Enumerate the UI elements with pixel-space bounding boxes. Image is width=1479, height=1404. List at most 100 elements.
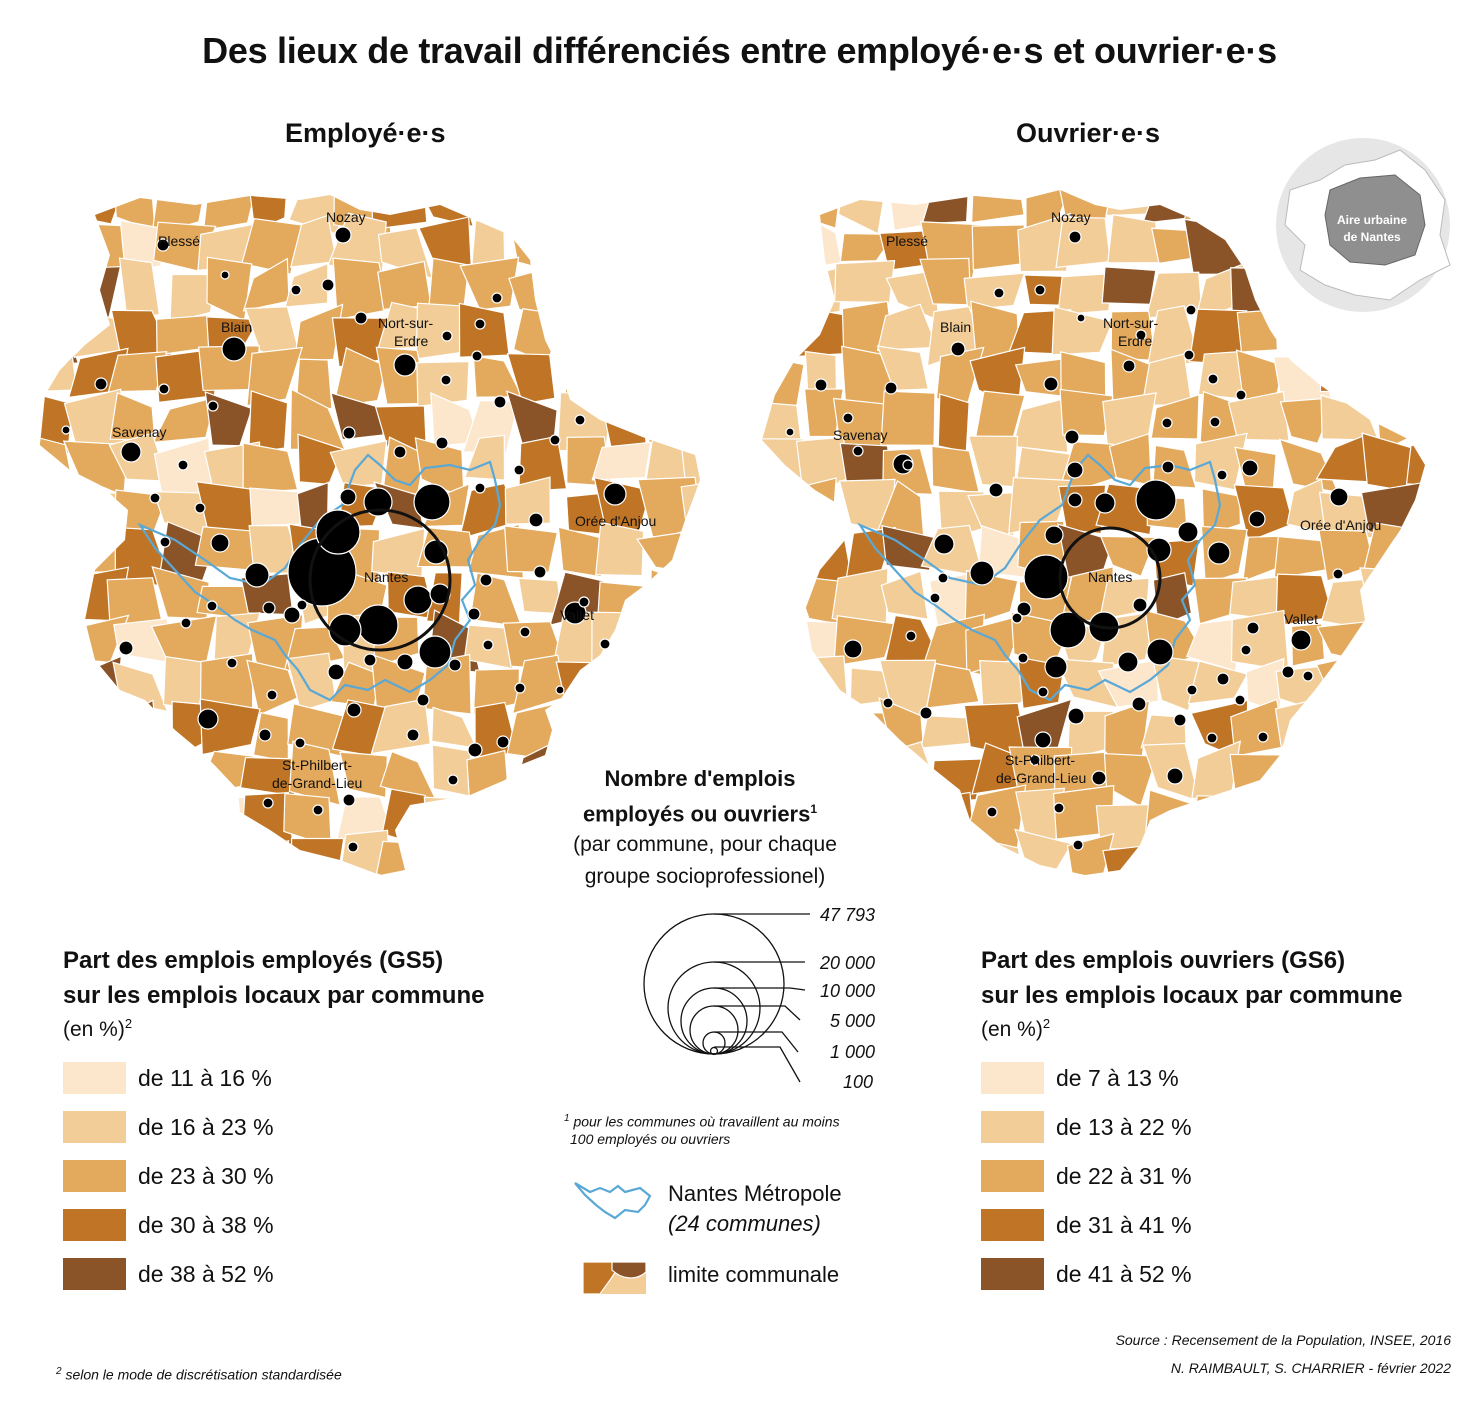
commune — [1315, 433, 1371, 483]
employment-symbol — [1029, 754, 1041, 766]
commune — [762, 260, 807, 321]
legend-right-title-2: sur les emplois locaux par commune — [981, 982, 1403, 1009]
commune — [696, 403, 700, 454]
size-legend-sub-1: (par commune, pour chaque — [573, 833, 837, 856]
commune — [72, 833, 111, 875]
commune — [1150, 393, 1200, 440]
employment-symbol — [1064, 429, 1080, 445]
commune — [506, 353, 556, 405]
nantes-ring — [308, 508, 452, 652]
commune — [1192, 795, 1249, 847]
employment-symbol — [1037, 686, 1049, 698]
legend-left-label-1: de 11 à 16 % — [138, 1065, 272, 1091]
employment-symbol — [993, 287, 1005, 299]
commune — [1410, 744, 1425, 802]
legend-right-label-4: de 31 à 41 % — [1056, 1212, 1192, 1238]
commune — [970, 190, 1025, 224]
commune — [603, 195, 656, 229]
commune — [1196, 886, 1249, 921]
legend-right-swatch-3 — [981, 1160, 1044, 1192]
employment-symbol — [937, 572, 949, 584]
employment-symbol — [1290, 629, 1312, 651]
employment-symbol — [1067, 707, 1085, 725]
employment-symbol — [418, 635, 452, 669]
commune — [1011, 398, 1069, 454]
commune — [797, 655, 849, 710]
employment-symbol — [988, 482, 1004, 498]
employment-symbol — [156, 238, 170, 252]
commune — [112, 661, 169, 713]
label-nantes: Nantes — [364, 569, 408, 585]
commune — [1335, 741, 1383, 797]
commune — [503, 525, 559, 573]
inset-label-1: Aire urbaine — [1337, 213, 1407, 227]
commune — [891, 885, 932, 937]
commune — [1373, 626, 1425, 675]
employment-symbol — [471, 350, 483, 362]
commune — [458, 302, 510, 358]
employment-symbol — [1135, 329, 1147, 341]
employment-symbol — [1068, 230, 1082, 244]
label-vallet: Vallet — [560, 607, 594, 623]
commune — [1359, 567, 1417, 628]
commune — [678, 568, 700, 632]
commune — [291, 876, 336, 933]
commune — [1274, 697, 1330, 747]
commune — [1141, 190, 1207, 224]
employment-symbol — [1043, 376, 1059, 392]
commune — [762, 355, 805, 412]
commune — [40, 477, 74, 538]
commune — [107, 886, 168, 938]
legend-right-label-1: de 7 à 13 % — [1056, 1065, 1179, 1091]
commune — [1316, 619, 1382, 664]
employment-symbol — [283, 606, 301, 624]
commune — [377, 260, 432, 311]
employment-symbol — [513, 464, 525, 476]
label-vallet-r: Vallet — [1284, 611, 1318, 627]
legend-left-swatch-2 — [63, 1111, 126, 1143]
commune — [40, 833, 83, 875]
metro-legend-icon — [574, 1182, 652, 1220]
commune — [931, 791, 976, 851]
commune — [634, 195, 683, 226]
label-nantes-r: Nantes — [1088, 569, 1132, 585]
commune — [880, 390, 936, 446]
label-savenay-r: Savenay — [833, 427, 887, 443]
commune — [27, 878, 80, 937]
commune — [641, 231, 696, 276]
employment-symbol — [321, 278, 335, 292]
metro-legend-sub: (24 communes) — [668, 1211, 821, 1236]
employment-symbol — [1017, 652, 1029, 664]
employment-symbol — [406, 728, 420, 742]
commune — [332, 878, 388, 931]
employment-symbol — [969, 560, 995, 586]
label-stphil-1: St-Philbert- — [282, 757, 352, 773]
employment-symbol — [563, 601, 587, 625]
commune — [1412, 310, 1425, 365]
commune — [119, 844, 155, 875]
commune — [1230, 802, 1285, 845]
commune — [249, 487, 305, 527]
legend-right-swatch-2 — [981, 1111, 1044, 1143]
commune — [1102, 844, 1161, 875]
employment-symbol — [842, 412, 854, 424]
label-stphil-2-r: de-Grand-Lieu — [996, 770, 1086, 786]
commune — [206, 256, 253, 322]
commune — [1242, 877, 1285, 923]
commune — [66, 709, 130, 763]
commune — [1367, 652, 1425, 715]
commune — [202, 880, 261, 937]
commune — [504, 476, 551, 525]
commune — [40, 608, 74, 663]
source: Source : Recensement de la Population, I… — [1115, 1332, 1451, 1348]
commune — [1235, 190, 1283, 233]
commune — [924, 839, 971, 875]
employment-symbol — [1207, 541, 1231, 565]
size-legend-sub-2: groupe socioprofessionel) — [584, 865, 826, 888]
commune — [154, 835, 211, 875]
commune — [1359, 836, 1425, 875]
commune — [1318, 873, 1383, 875]
commune — [762, 705, 806, 750]
employment-symbol — [194, 502, 206, 514]
commune — [110, 740, 169, 797]
